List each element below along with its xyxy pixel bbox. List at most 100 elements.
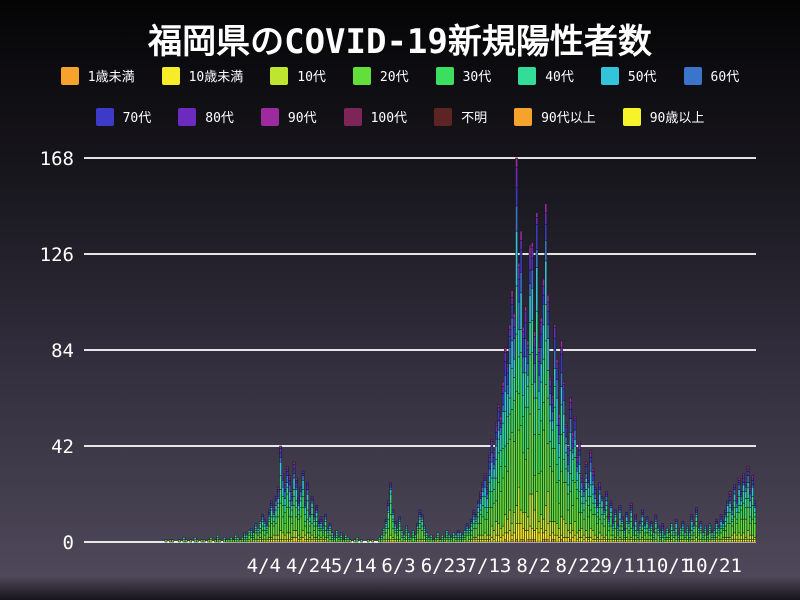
bar-segment <box>315 516 318 522</box>
x-tick-label: 8/22 <box>556 555 602 577</box>
bar-segment <box>742 482 745 486</box>
bar-segment <box>492 457 496 465</box>
bar-segment <box>740 534 743 540</box>
legend-item-label: 80代 <box>205 111 234 126</box>
bar-segment <box>335 534 339 538</box>
bar-segment <box>638 530 642 534</box>
bar-segment <box>562 482 566 520</box>
bar-segment <box>312 518 316 522</box>
bar-segment <box>555 534 559 543</box>
bar-segment <box>580 537 584 543</box>
bar-segment <box>582 502 586 511</box>
bar-segment <box>483 486 487 497</box>
bar-segment <box>384 521 388 524</box>
legend-item-label: 10代 <box>297 70 326 85</box>
bar-segment <box>548 534 552 543</box>
bar-segment <box>623 537 626 540</box>
bar-segment <box>726 523 730 538</box>
bar-segment <box>524 530 527 543</box>
bar-segment <box>486 486 489 490</box>
bar-segment <box>295 537 298 543</box>
bar-segment <box>746 470 750 476</box>
bar-segment <box>445 532 449 536</box>
bar-segment <box>728 502 732 508</box>
bar-segment <box>472 523 476 529</box>
bar-segment <box>733 507 736 518</box>
bar-segment <box>539 317 543 323</box>
bar-segment <box>611 521 615 524</box>
bar-segment <box>722 537 725 540</box>
bar-segment <box>737 484 741 490</box>
bar-segment <box>620 521 624 524</box>
bar-segment <box>317 528 321 531</box>
bar-segment <box>596 507 599 513</box>
bar-segment <box>638 532 642 540</box>
bar-segment <box>645 539 649 543</box>
bar-segment <box>499 434 503 451</box>
bar-segment <box>674 521 678 524</box>
bar-segment <box>286 470 289 476</box>
bar-segment <box>481 496 485 506</box>
bar-segment <box>688 534 691 538</box>
bar-segment <box>522 372 525 396</box>
bar-segment <box>513 358 516 378</box>
bar-segment <box>751 486 754 497</box>
bar-segment <box>679 528 682 531</box>
bar-segment <box>744 486 748 492</box>
bar-segment <box>297 509 300 515</box>
bar-segment <box>391 514 395 520</box>
bar-segment <box>310 523 314 536</box>
bar-segment <box>477 502 480 508</box>
bar-segment <box>609 525 613 536</box>
bar-segment <box>286 475 289 483</box>
bar-segment <box>504 514 507 534</box>
bar-segment <box>627 530 631 534</box>
bar-segment <box>629 502 633 506</box>
bar-segment <box>636 537 640 540</box>
legend-item: 60代 <box>683 66 739 85</box>
bar-segment <box>279 539 282 543</box>
bar-segment <box>299 500 303 508</box>
bar-segment <box>405 534 408 540</box>
bar-segment <box>483 496 487 508</box>
bar-segment <box>573 420 577 431</box>
bar-segment <box>753 512 757 518</box>
bar-segment <box>510 523 514 536</box>
bar-segment <box>742 473 745 476</box>
bar-segment <box>706 539 709 543</box>
bar-segment <box>553 349 557 369</box>
bar-segment <box>398 521 401 524</box>
bar-segment <box>600 539 604 543</box>
bar-segment <box>270 505 273 508</box>
bar-segment <box>295 486 298 490</box>
bar-segment <box>557 418 561 426</box>
bar-segment <box>531 242 534 248</box>
bar-segment <box>301 475 305 481</box>
bar-segment <box>304 507 307 515</box>
bar-segment <box>544 240 548 262</box>
bar-segment <box>488 539 491 543</box>
bar-segment <box>728 507 732 513</box>
bar-segment <box>629 516 633 522</box>
bar-segment <box>310 498 314 502</box>
bar-segment <box>299 516 303 538</box>
bar-segment <box>699 528 703 531</box>
bar-segment <box>751 496 754 506</box>
bar-segment <box>611 518 615 522</box>
bar-segment <box>607 530 611 540</box>
bar-segment <box>650 539 653 543</box>
bar-segment <box>652 534 655 538</box>
bar-segment <box>310 502 314 508</box>
bar-segment <box>315 505 318 508</box>
bar-segment <box>263 534 267 540</box>
bar-segment <box>387 518 390 529</box>
bar-segment <box>522 356 525 374</box>
bar-segment <box>389 489 393 495</box>
bar-segment <box>697 528 700 531</box>
bar-segment <box>654 514 658 518</box>
bar-segment <box>479 491 482 495</box>
bar-segment <box>483 532 487 540</box>
bar-segment <box>517 429 521 488</box>
bar-segment <box>600 534 604 540</box>
bar-segment <box>735 523 739 536</box>
